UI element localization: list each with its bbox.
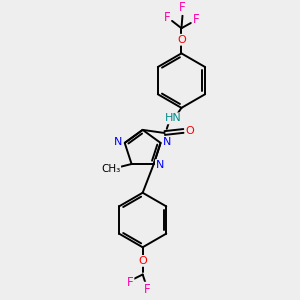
Text: F: F — [127, 276, 134, 290]
Text: N: N — [156, 160, 164, 170]
Text: O: O — [138, 256, 147, 266]
Text: F: F — [143, 283, 150, 296]
Text: O: O — [177, 35, 186, 45]
Text: F: F — [164, 11, 170, 24]
Text: HN: HN — [165, 113, 182, 123]
Text: N: N — [163, 137, 171, 147]
Text: N: N — [114, 137, 123, 147]
Text: CH₃: CH₃ — [101, 164, 120, 174]
Text: O: O — [185, 126, 194, 136]
Text: F: F — [193, 13, 200, 26]
Text: F: F — [179, 1, 186, 14]
